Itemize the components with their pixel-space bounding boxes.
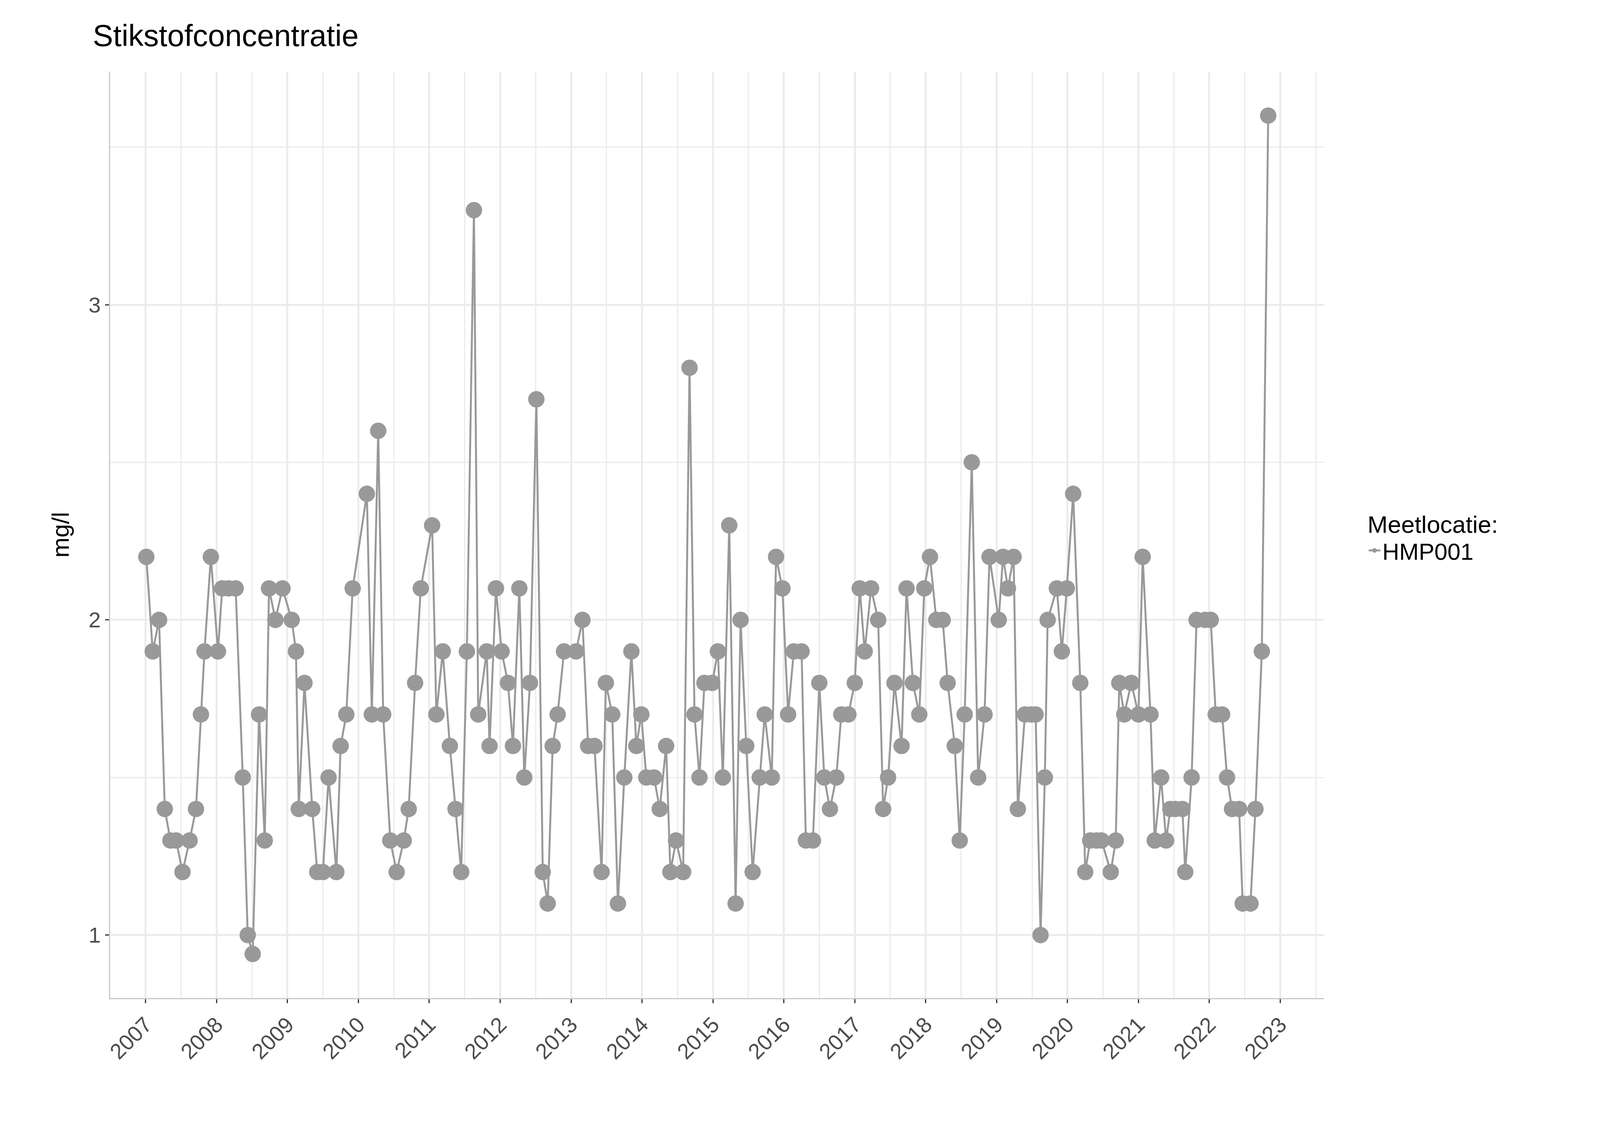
svg-text:2012: 2012 <box>459 1012 512 1065</box>
svg-text:2008: 2008 <box>175 1012 228 1065</box>
svg-text:1: 1 <box>88 922 101 948</box>
svg-text:2007: 2007 <box>104 1012 157 1065</box>
svg-text:2: 2 <box>88 607 101 633</box>
svg-text:2013: 2013 <box>530 1012 583 1065</box>
svg-text:2018: 2018 <box>884 1012 937 1065</box>
svg-text:Stikstofconcentratie: Stikstofconcentratie <box>92 18 359 53</box>
svg-text:3: 3 <box>88 292 101 318</box>
svg-text:2010: 2010 <box>317 1012 370 1065</box>
svg-text:2021: 2021 <box>1097 1012 1150 1065</box>
svg-text:2011: 2011 <box>389 1012 441 1063</box>
svg-text:2023: 2023 <box>1239 1012 1292 1065</box>
svg-text:2020: 2020 <box>1026 1012 1079 1065</box>
svg-text:2015: 2015 <box>672 1012 725 1065</box>
svg-text:mg/l: mg/l <box>46 511 74 558</box>
svg-text:Meetlocatie:: Meetlocatie: <box>1367 510 1499 538</box>
svg-text:2009: 2009 <box>246 1012 299 1065</box>
svg-text:2022: 2022 <box>1168 1012 1221 1065</box>
svg-text:2019: 2019 <box>955 1012 1008 1065</box>
svg-text:2016: 2016 <box>742 1012 795 1065</box>
svg-text:2017: 2017 <box>814 1012 867 1065</box>
svg-text:2014: 2014 <box>601 1012 654 1065</box>
svg-text:HMP001: HMP001 <box>1382 538 1474 565</box>
